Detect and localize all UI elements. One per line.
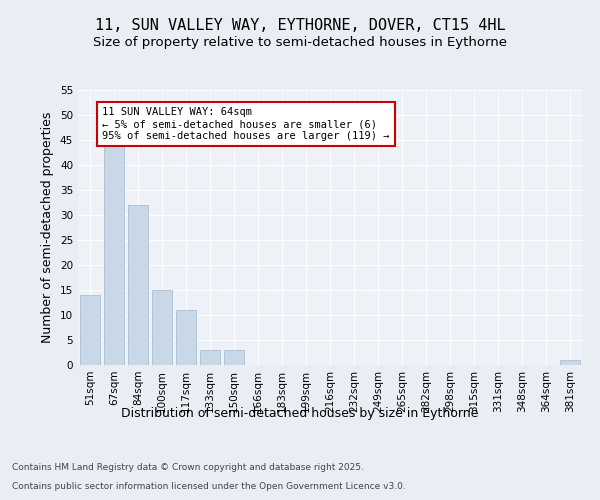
- Bar: [152, 290, 172, 365]
- Text: Contains HM Land Registry data © Crown copyright and database right 2025.: Contains HM Land Registry data © Crown c…: [12, 464, 364, 472]
- Bar: [128, 205, 148, 365]
- Text: Size of property relative to semi-detached houses in Eythorne: Size of property relative to semi-detach…: [93, 36, 507, 49]
- Y-axis label: Number of semi-detached properties: Number of semi-detached properties: [41, 112, 55, 343]
- Bar: [176, 310, 196, 365]
- Text: Distribution of semi-detached houses by size in Eythorne: Distribution of semi-detached houses by …: [121, 408, 479, 420]
- Text: Contains public sector information licensed under the Open Government Licence v3: Contains public sector information licen…: [12, 482, 406, 491]
- Bar: [200, 350, 220, 365]
- Bar: [224, 350, 244, 365]
- Bar: [560, 360, 580, 365]
- Bar: [80, 295, 100, 365]
- Text: 11, SUN VALLEY WAY, EYTHORNE, DOVER, CT15 4HL: 11, SUN VALLEY WAY, EYTHORNE, DOVER, CT1…: [95, 18, 505, 32]
- Bar: [104, 135, 124, 365]
- Text: 11 SUN VALLEY WAY: 64sqm
← 5% of semi-detached houses are smaller (6)
95% of sem: 11 SUN VALLEY WAY: 64sqm ← 5% of semi-de…: [102, 108, 389, 140]
